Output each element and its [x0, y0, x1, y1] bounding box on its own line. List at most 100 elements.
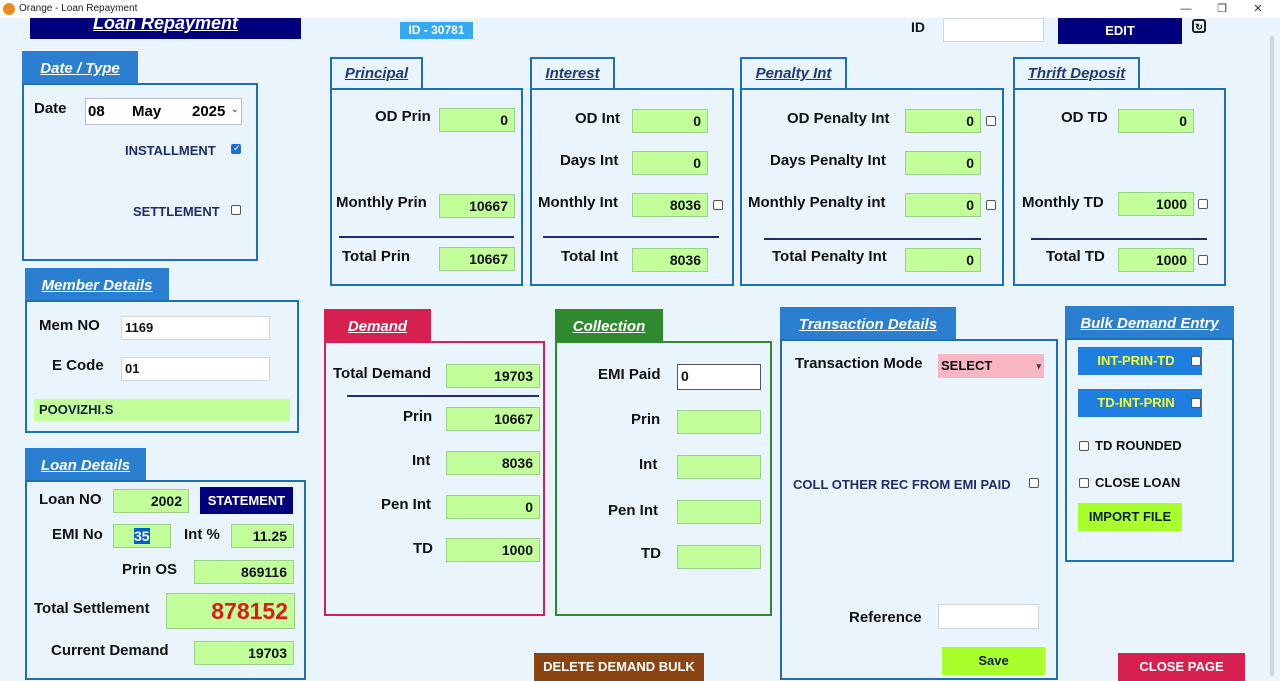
demand-pen-int-value: 0	[446, 495, 540, 519]
od-penalty-int-label: OD Penalty Int	[787, 110, 890, 127]
transaction-mode-label: Transaction Mode	[795, 355, 923, 372]
close-window-button[interactable]: ✕	[1253, 3, 1263, 15]
maximize-button[interactable]: ❐	[1217, 3, 1227, 15]
ecode-input[interactable]: 01	[121, 357, 270, 381]
emi-no-label: EMI No	[52, 526, 103, 543]
close-page-button[interactable]: CLOSE PAGE	[1118, 653, 1245, 681]
od-int-label: OD Int	[575, 110, 620, 127]
collection-int-value	[677, 455, 761, 479]
tab-penalty-int: Penalty Int	[740, 57, 847, 88]
monthly-prin-value: 10667	[439, 194, 515, 218]
monthly-int-value: 8036	[632, 193, 708, 217]
od-penalty-int-checkbox[interactable]	[986, 116, 996, 126]
import-file-button[interactable]: IMPORT FILE	[1078, 503, 1182, 531]
installment-checkbox[interactable]	[231, 143, 241, 154]
member-name: POOVIZHI.S	[34, 399, 290, 421]
edit-button[interactable]: EDIT	[1058, 18, 1182, 44]
collection-int-label: Int	[639, 456, 658, 473]
chevron-down-icon: ⌄	[231, 104, 239, 114]
window-title: Orange - Loan Repayment	[19, 3, 138, 14]
close-loan-checkbox[interactable]	[1079, 478, 1089, 488]
total-settlement-label: Total Settlement	[34, 600, 150, 617]
demand-td-label: TD	[413, 540, 433, 557]
tab-loan-details: Loan Details	[25, 448, 146, 481]
date-day: 08	[88, 103, 105, 120]
id-label: ID	[911, 19, 925, 35]
total-penalty-int-value: 0	[905, 248, 981, 272]
statement-button[interactable]: STATEMENT	[200, 487, 293, 514]
int-pct-value: 11.25	[231, 524, 294, 548]
settlement-label: SETTLEMENT	[133, 204, 220, 219]
date-month: May	[132, 103, 162, 120]
reference-input[interactable]	[938, 604, 1039, 629]
transaction-mode-value: SELECT	[941, 358, 993, 373]
monthly-int-checkbox[interactable]	[713, 200, 723, 210]
collection-prin-label: Prin	[631, 411, 661, 428]
reference-label: Reference	[849, 609, 922, 626]
td-rounded-checkbox[interactable]	[1079, 441, 1089, 451]
close-loan-label: CLOSE LOAN	[1095, 475, 1181, 490]
td-int-prin-checkbox[interactable]	[1191, 398, 1201, 408]
emi-paid-input[interactable]: 0	[677, 364, 761, 390]
loan-no-value: 2002	[113, 489, 189, 513]
penalty-divider	[764, 238, 981, 240]
emi-no-selected-text: 35	[134, 528, 150, 544]
int-pct-label: Int %	[184, 526, 220, 543]
td-int-prin-button[interactable]: TD-INT-PRIN	[1078, 389, 1202, 417]
monthly-td-checkbox[interactable]	[1198, 199, 1208, 209]
total-demand-label: Total Demand	[333, 365, 432, 382]
demand-int-label: Int	[412, 452, 431, 469]
minimize-button[interactable]: —	[1180, 3, 1192, 15]
total-prin-value: 10667	[439, 247, 515, 271]
demand-td-value: 1000	[446, 538, 540, 562]
total-prin-label: Total Prin	[342, 248, 411, 265]
refresh-icon[interactable]: ↻	[1192, 19, 1206, 33]
monthly-td-label: Monthly TD	[1022, 194, 1104, 211]
prin-os-label: Prin OS	[122, 561, 178, 578]
prin-os-value: 869116	[194, 560, 294, 584]
id-input[interactable]	[943, 18, 1044, 42]
total-td-checkbox[interactable]	[1198, 255, 1208, 265]
tab-interest: Interest	[530, 57, 615, 88]
tab-member-details: Member Details	[25, 268, 169, 301]
demand-divider	[347, 395, 539, 397]
collection-prin-value	[677, 410, 761, 434]
coll-other-rec-label: COLL OTHER REC FROM EMI PAID	[793, 477, 1011, 492]
monthly-penalty-int-label: Monthly Penalty int	[748, 194, 886, 211]
save-button[interactable]: Save	[942, 647, 1045, 675]
tab-collection: Collection	[555, 309, 663, 342]
vertical-scrollbar[interactable]	[1270, 36, 1274, 676]
delete-demand-bulk-button[interactable]: DELETE DEMAND BULK	[534, 653, 704, 681]
od-prin-label: OD Prin	[375, 108, 431, 125]
demand-panel	[324, 341, 545, 616]
emi-no-input[interactable]: 35	[113, 524, 171, 548]
settlement-checkbox[interactable]	[231, 205, 241, 215]
date-year: 2025	[192, 103, 226, 120]
transaction-mode-select[interactable]: SELECT ▾	[938, 354, 1044, 378]
installment-label: INSTALLMENT	[125, 143, 216, 158]
loan-no-label: Loan NO	[39, 491, 102, 508]
monthly-td-value: 1000	[1118, 192, 1194, 216]
int-prin-td-checkbox[interactable]	[1191, 356, 1201, 366]
principal-divider	[339, 236, 514, 238]
demand-pen-int-label: Pen Int	[381, 496, 432, 513]
days-int-label: Days Int	[560, 152, 619, 169]
ecode-label: E Code	[52, 357, 104, 374]
tab-bulk-demand-entry: Bulk Demand Entry	[1065, 306, 1234, 339]
monthly-penalty-int-value: 0	[905, 193, 981, 217]
collection-td-value	[677, 545, 761, 569]
mem-no-input[interactable]: 1169	[121, 316, 270, 340]
days-penalty-int-value: 0	[905, 151, 981, 175]
demand-int-value: 8036	[446, 451, 540, 475]
total-demand-value: 19703	[446, 364, 540, 388]
id-badge: ID - 30781	[400, 22, 473, 39]
date-picker[interactable]: 08 May 2025 ⌄	[85, 98, 242, 125]
coll-other-rec-checkbox[interactable]	[1029, 478, 1039, 488]
days-int-value: 0	[632, 151, 708, 175]
int-prin-td-button[interactable]: INT-PRIN-TD	[1078, 347, 1202, 375]
current-demand-value: 19703	[194, 641, 294, 665]
current-demand-label: Current Demand	[51, 642, 169, 659]
monthly-penalty-int-checkbox[interactable]	[986, 200, 996, 210]
tab-demand: Demand	[324, 309, 431, 342]
od-int-value: 0	[632, 109, 708, 133]
